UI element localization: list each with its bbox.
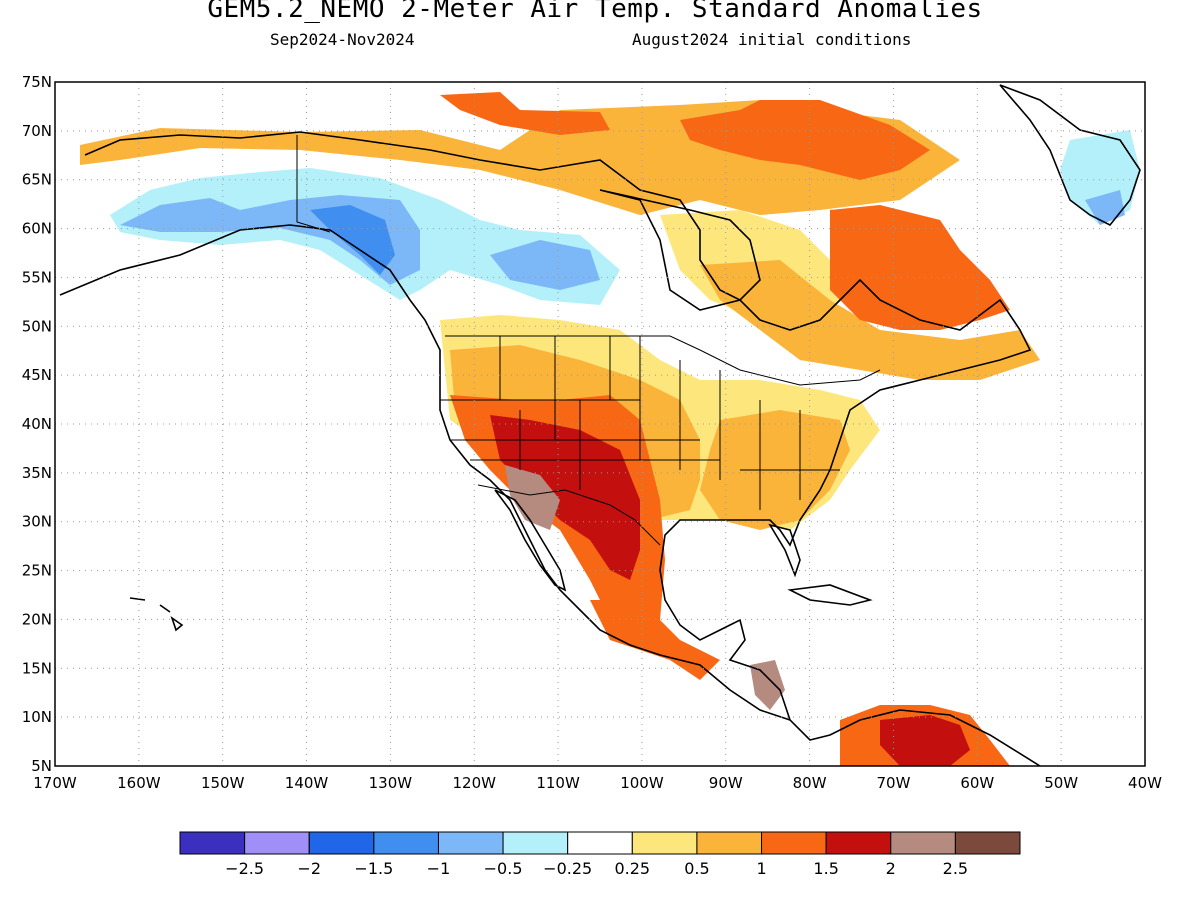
latitude-tick-label: 20N	[22, 610, 52, 628]
latitude-tick-label: 45N	[22, 366, 52, 384]
coastline-hawaii	[129, 597, 184, 632]
latitude-labels: 75N 70N 65N 60N 55N 50N 45N 40N 35N 30N 25N 20N 15N 1…	[22, 73, 52, 775]
longitude-tick-label: 80W	[793, 774, 827, 792]
anomaly-region-greenland-cooler	[1085, 190, 1125, 225]
longitude-labels: 170W 160W 150W 140W 130W 120W 110W 100W 90W 80W 70…	[33, 774, 1162, 792]
coastline-cuba	[787, 584, 873, 606]
color-bar-label: −1	[427, 859, 451, 878]
latitude-tick-label: 35N	[22, 464, 52, 482]
longitude-tick-label: 60W	[960, 774, 994, 792]
color-bar-swatch	[825, 831, 892, 855]
anomaly-region-baffin-orange	[680, 100, 930, 180]
color-bar-label: −1.5	[354, 859, 393, 878]
longitude-tick-label: 140W	[285, 774, 329, 792]
color-bar-swatch	[437, 831, 504, 855]
latitude-tick-label: 50N	[22, 317, 52, 335]
anomaly-region-mexico-south	[590, 600, 720, 680]
color-bar-swatch	[631, 831, 698, 855]
color-bar-swatch	[761, 831, 827, 855]
forecast-period: Sep2024-Nov2024	[270, 30, 415, 49]
coastlines	[59, 84, 1141, 766]
anomaly-region-southwest-red	[490, 415, 640, 580]
coastline-greenland	[999, 84, 1141, 227]
longitude-tick-label: 90W	[709, 774, 743, 792]
color-bar-label: −0.5	[484, 859, 523, 878]
latitude-tick-label: 65N	[22, 171, 52, 189]
initial-conditions: August2024 initial conditions	[632, 30, 912, 49]
longitude-tick-label: 160W	[117, 774, 161, 792]
color-bar-label: 1.5	[813, 859, 838, 878]
map-frame	[54, 81, 1146, 767]
color-bar-swatch	[890, 831, 956, 855]
anomaly-region-southamerica-red	[880, 715, 970, 766]
latitude-tick-label: 70N	[22, 122, 52, 140]
longitude-tick-label: 150W	[201, 774, 245, 792]
color-bar-label: 1	[756, 859, 766, 878]
color-bar: −2.5 −2 −1.5 −1 −0.5 −0.25 0.25 0.5 1 1.5 2 2.5	[179, 831, 1021, 878]
latitude-tick-label: 25N	[22, 562, 52, 580]
border-us-mexico	[477, 484, 661, 546]
latitude-tick-label: 40N	[22, 415, 52, 433]
color-bar-swatch	[373, 831, 439, 855]
color-bar-swatch	[696, 831, 763, 855]
color-bar-swatch	[954, 831, 1021, 855]
state-lines	[440, 336, 840, 510]
map-title: GEM5.2_NEMO 2-Meter Air Temp. Standard A…	[207, 0, 983, 24]
anomaly-region-arctic-orange	[440, 92, 610, 135]
political-boundaries	[296, 135, 881, 546]
color-bar-label: −0.25	[543, 859, 592, 878]
coastline-hudson-bay	[599, 189, 761, 311]
longitude-tick-label: 130W	[369, 774, 413, 792]
anomaly-region-sonora-extreme	[505, 465, 560, 530]
coastline-north-america	[84, 131, 1041, 766]
longitude-tick-label: 120W	[452, 774, 496, 792]
latitude-tick-label: 75N	[22, 73, 52, 91]
coastline-pacific	[59, 224, 791, 721]
latitude-tick-label: 60N	[22, 220, 52, 238]
longitude-tick-label: 110W	[536, 774, 580, 792]
latitude-tick-label: 55N	[22, 268, 52, 286]
color-bar-label: 2	[886, 859, 896, 878]
longitude-tick-label: 40W	[1128, 774, 1162, 792]
color-bar-swatch	[567, 831, 633, 855]
coastline-florida	[768, 523, 801, 578]
latitude-tick-label: 5N	[31, 757, 52, 775]
anomaly-region-quebec-warm	[700, 260, 1040, 380]
color-bar-swatch	[179, 831, 246, 855]
color-bar-swatch	[244, 831, 310, 855]
longitude-tick-label: 100W	[620, 774, 664, 792]
latitude-tick-label: 10N	[22, 708, 52, 726]
coastline-baja	[494, 489, 567, 592]
longitude-tick-label: 70W	[877, 774, 911, 792]
color-bar-swatch	[308, 831, 375, 855]
color-bar-label: 0.25	[614, 859, 650, 878]
latitude-tick-label: 30N	[22, 513, 52, 531]
border-us-canada	[445, 335, 881, 386]
color-bar-label: 0.5	[684, 859, 709, 878]
color-bar-label: −2	[297, 859, 321, 878]
longitude-tick-label: 50W	[1044, 774, 1078, 792]
anomaly-region-central-america	[750, 660, 785, 710]
color-bar-label: −2.5	[225, 859, 264, 878]
color-bar-label: 2.5	[943, 859, 968, 878]
map-grid	[55, 82, 1145, 766]
latitude-tick-label: 15N	[22, 659, 52, 677]
anomaly-region-labrador-orange	[830, 205, 1010, 330]
longitude-tick-label: 170W	[33, 774, 77, 792]
anomaly-region-bc-cold	[310, 205, 395, 275]
color-bar-swatch	[502, 831, 569, 855]
